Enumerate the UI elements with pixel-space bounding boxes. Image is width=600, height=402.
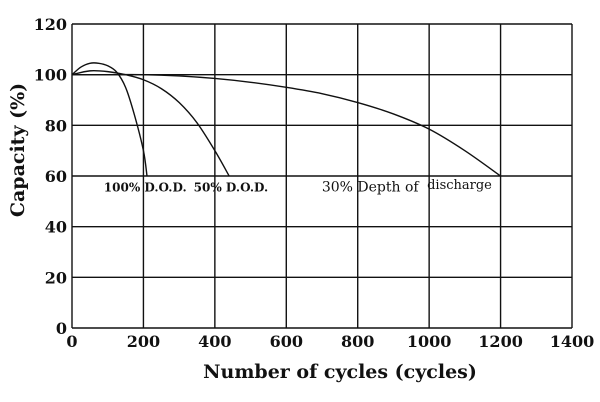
annotation-label: 30% Depth of: [322, 180, 421, 196]
x-tick-label: 1000: [407, 332, 452, 351]
x-tick-label: 400: [198, 332, 231, 351]
annotation-label: 50% D.O.D.: [194, 181, 269, 195]
series-line-30-depth-of-discharge: [71, 73, 501, 177]
x-tick-label: 800: [341, 332, 374, 351]
series-line-100-d-o-d: [71, 62, 148, 177]
x-tick-label: 0: [66, 332, 77, 351]
plot-series: [71, 62, 501, 177]
y-tick-label: 80: [45, 116, 67, 135]
x-tick-label: 1400: [550, 332, 595, 351]
axis-tick-labels: 0 200 400 600 800 1000 1200 1400 0 20 40 60 80 100 120: [34, 15, 595, 351]
y-tick-label: 0: [56, 319, 67, 338]
y-tick-label: 20: [45, 268, 67, 287]
x-tick-label: 1200: [478, 332, 523, 351]
y-tick-label: 40: [45, 218, 67, 237]
annotation-label: discharge: [427, 178, 492, 193]
x-axis-title: Number of cycles (cycles): [203, 361, 477, 383]
curve-annotations: 100% D.O.D. 50% D.O.D. 30% Depth of dischar…: [104, 178, 492, 196]
series-line-50-d-o-d: [71, 69, 230, 177]
y-tick-label: 120: [34, 15, 67, 34]
y-tick-label: 60: [45, 167, 67, 186]
y-axis-title: Capacity (%): [7, 83, 29, 217]
x-tick-label: 600: [270, 332, 303, 351]
plot-grid: [71, 23, 573, 329]
y-tick-label: 100: [34, 66, 67, 85]
x-tick-label: 200: [127, 332, 160, 351]
annotation-label: 100% D.O.D.: [104, 181, 187, 195]
